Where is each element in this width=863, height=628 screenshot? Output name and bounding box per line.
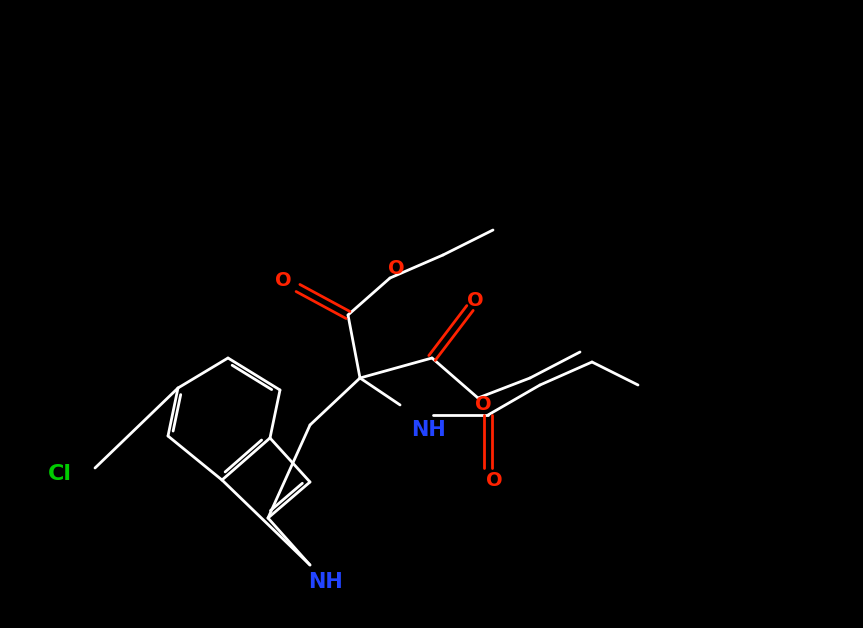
Text: O: O [467,291,483,310]
Text: O: O [387,259,404,278]
Text: O: O [486,470,502,489]
Text: O: O [274,271,292,290]
Text: NH: NH [411,420,445,440]
Text: NH: NH [307,572,343,592]
Text: O: O [475,394,491,413]
Text: Cl: Cl [48,464,72,484]
